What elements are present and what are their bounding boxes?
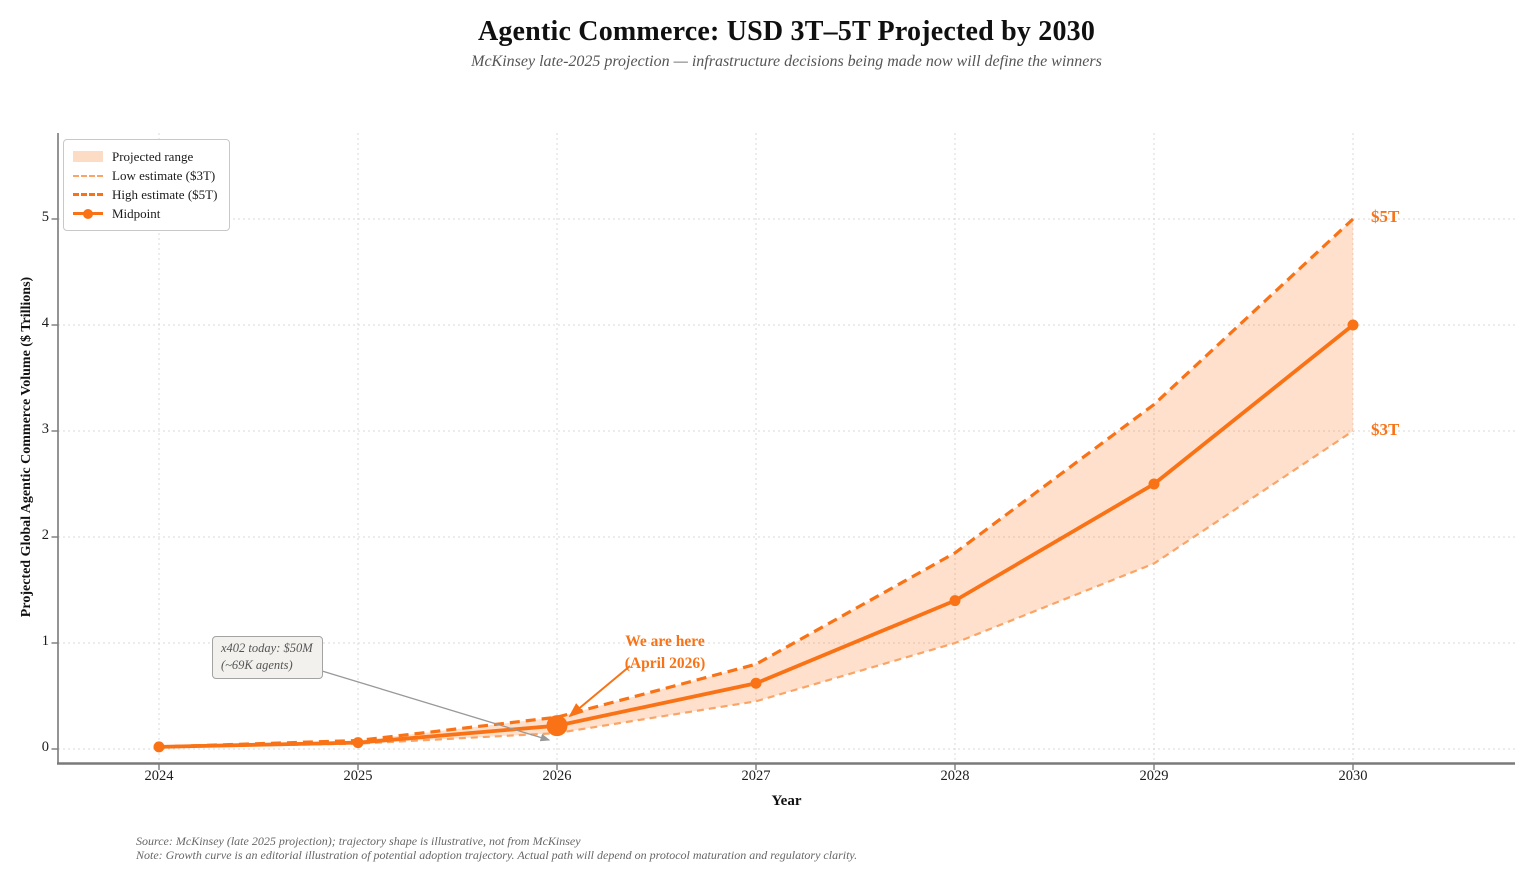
footer-note: Note: Growth curve is an editorial illus…	[136, 848, 858, 862]
series-line	[158, 430, 1354, 748]
legend-label: Low estimate ($3T)	[112, 167, 216, 183]
data-point-marker	[352, 737, 364, 749]
x402-line2: (~69K agents)	[221, 657, 293, 672]
high-estimate-end-label: $5T	[1371, 207, 1400, 226]
y-tick-label: 1	[41, 633, 49, 649]
chart-title: Agentic Commerce: USD 3T–5T Projected by…	[477, 16, 1096, 47]
legend-label: Projected range	[112, 148, 194, 164]
x402-line1: x402 today: $50M	[221, 641, 313, 655]
low-estimate-end-label: $3T	[1371, 420, 1400, 439]
x-tick-label: 2029	[1139, 768, 1169, 784]
x-tick-label: 2025	[343, 768, 373, 784]
y-tick-label: 5	[41, 209, 49, 225]
y-axis-label: Projected Global Agentic Commerce Volume…	[19, 276, 34, 618]
x-tick-label: 2024	[144, 768, 174, 784]
legend-dashed-line-icon	[73, 188, 103, 202]
y-tick-label: 4	[41, 315, 49, 331]
chart-subtitle: McKinsey late-2025 projection — infrastr…	[471, 53, 1102, 70]
data-point-marker	[750, 677, 762, 689]
legend-item-midpoint: Midpoint	[73, 204, 217, 223]
annotation-we-are-here: We are here (April 2026)	[584, 631, 746, 674]
legend-solid-line-marker-icon	[73, 207, 103, 221]
x402-arrow	[321, 670, 551, 742]
annotation-x402-box: x402 today: $50M (~69K agents)	[212, 636, 323, 679]
projected-range-band	[159, 219, 1353, 747]
legend-swatch-projected-range-icon	[73, 150, 103, 164]
we-are-here-line1: We are here	[625, 633, 705, 650]
x-tick-label: 2026	[542, 768, 572, 784]
y-tick-label: 0	[41, 739, 49, 755]
we-are-here-arrow	[568, 665, 631, 718]
legend: Projected range Low estimate ($3T) High …	[63, 139, 231, 231]
data-point-marker	[546, 715, 568, 737]
x-axis-label: Year	[771, 793, 802, 809]
data-point-marker	[1347, 319, 1359, 331]
y-tick-label: 3	[41, 421, 49, 437]
legend-item-low-estimate: Low estimate ($3T)	[73, 166, 217, 185]
legend-label: High estimate ($5T)	[112, 186, 218, 202]
data-point-marker	[153, 741, 165, 753]
y-tick-label: 2	[41, 527, 49, 543]
x-tick-label: 2027	[741, 768, 771, 784]
legend-item-projected-range: Projected range	[73, 147, 217, 166]
legend-dashed-light-line-icon	[73, 169, 103, 183]
x-tick-label: 2028	[940, 768, 970, 784]
data-point-marker	[949, 595, 961, 607]
x-tick-label: 2030	[1338, 768, 1368, 784]
legend-label: Midpoint	[112, 205, 161, 221]
data-point-marker	[1148, 478, 1160, 490]
footer-source: Source: McKinsey (late 2025 projection);…	[136, 834, 581, 848]
we-are-here-line2: (April 2026)	[624, 654, 706, 672]
legend-item-high-estimate: High estimate ($5T)	[73, 185, 217, 204]
